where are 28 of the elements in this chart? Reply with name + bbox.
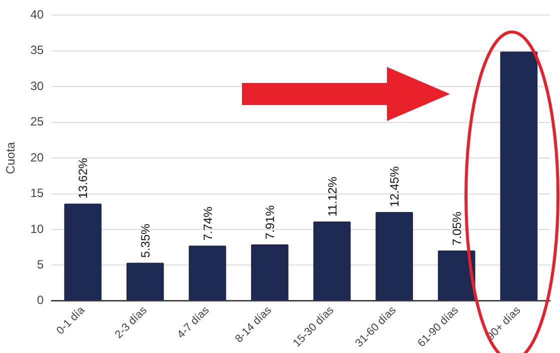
data-label: 13.62%: [76, 158, 90, 199]
y-tick-label: 40: [30, 8, 44, 22]
y-tick-label: 30: [30, 78, 44, 93]
bar: [438, 250, 476, 300]
data-label: 7.74%: [200, 206, 215, 241]
y-tick-label: 0: [37, 293, 44, 308]
data-label: 7.05%: [450, 211, 464, 246]
bar: [64, 204, 102, 300]
data-label: 12.45%: [388, 166, 402, 207]
x-tick-label: 2-3 días: [112, 304, 150, 341]
bar: [500, 52, 538, 300]
x-tick-label: 4-7 días: [175, 304, 212, 341]
y-tick-label: 20: [30, 150, 44, 164]
y-tick-label: 5: [37, 258, 44, 272]
x-tick-label: 0-1 día: [54, 304, 88, 338]
data-label: 7.91%: [263, 205, 278, 240]
y-axis-title: Cuota: [4, 142, 18, 174]
bar: [251, 244, 288, 300]
y-tick-label: 10: [30, 222, 44, 236]
bar: [126, 262, 164, 300]
bar: [188, 246, 226, 300]
y-tick-label: 15: [30, 186, 44, 200]
data-label: 5.35%: [138, 223, 152, 258]
data-label: 11.12%: [325, 176, 340, 216]
bar: [376, 212, 413, 300]
y-tick-label: 25: [30, 114, 44, 129]
bar: [313, 221, 351, 300]
y-tick-label: 35: [30, 43, 44, 58]
